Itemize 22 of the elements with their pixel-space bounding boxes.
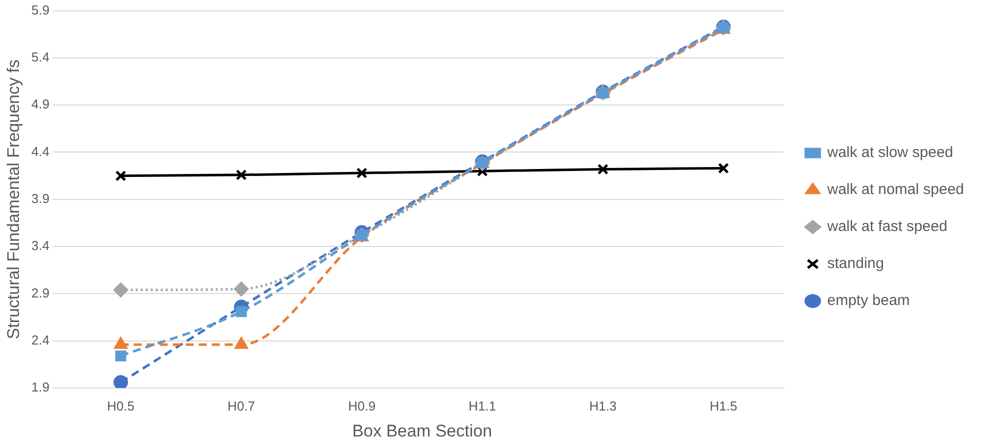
legend-label: walk at nomal speed — [826, 181, 964, 198]
y-tick-label: 2.4 — [31, 332, 50, 348]
x-axis-title: Box Beam Section — [352, 421, 492, 440]
y-tick-label: 1.9 — [31, 380, 50, 395]
x-tick-label: H0.5 — [107, 398, 134, 414]
y-tick-label: 5.9 — [31, 2, 50, 18]
x-tick-label: H0.9 — [348, 398, 376, 414]
y-tick-label: 5.4 — [31, 50, 50, 65]
x-tick-label: H0.7 — [228, 398, 256, 414]
y-tick-label: 3.9 — [31, 190, 50, 206]
x-tick-label: H1.3 — [589, 398, 617, 414]
y-tick-label: 4.9 — [31, 96, 50, 112]
x-tick-label: H1.1 — [468, 398, 496, 414]
legend-label: walk at slow speed — [826, 144, 954, 162]
y-tick-label: 2.9 — [31, 285, 50, 300]
legend-label: standing — [827, 255, 884, 272]
y-axis-title: Structural Fundamental Frequency fs — [4, 60, 23, 340]
x-tick-label: H1.5 — [710, 398, 738, 414]
y-tick-label: 4.4 — [31, 144, 50, 159]
y-tick-label: 3.4 — [31, 238, 50, 254]
legend-label: walk at fast speed — [826, 218, 948, 236]
legend-label: empty beam — [827, 292, 910, 310]
